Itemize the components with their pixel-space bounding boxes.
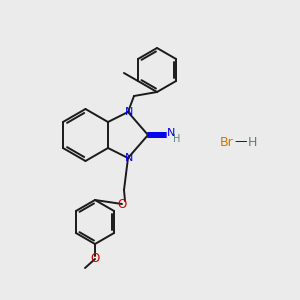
- Text: —: —: [235, 136, 247, 148]
- Text: H: H: [173, 134, 181, 144]
- Text: N: N: [167, 128, 175, 138]
- Text: N: N: [125, 153, 133, 163]
- Text: H: H: [247, 136, 257, 148]
- Text: O: O: [90, 253, 100, 266]
- Text: Br: Br: [220, 136, 234, 148]
- Text: N: N: [125, 107, 133, 117]
- Text: O: O: [117, 197, 127, 211]
